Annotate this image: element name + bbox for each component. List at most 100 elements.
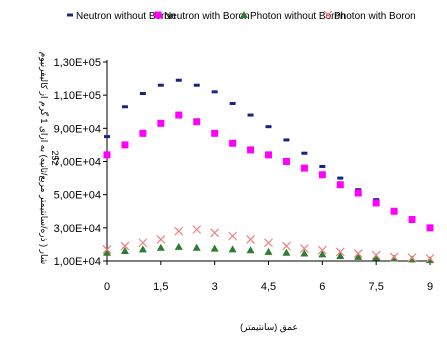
- data-point: [425, 254, 435, 263]
- y-tick-label: 1,30E+05: [54, 57, 101, 69]
- y-tick-label: 7,00E+04: [54, 157, 101, 169]
- legend-entry: Photon without Boron: [240, 11, 346, 22]
- legend-marker: [67, 13, 73, 17]
- data-point: [120, 247, 129, 255]
- data-point: [157, 119, 165, 127]
- x-axis-label: عمق (سانتیمتر): [240, 322, 298, 332]
- legend-marker: [240, 11, 248, 18]
- data-point: [300, 249, 309, 257]
- data-point: [138, 238, 148, 248]
- legend-label: Photon without Boron: [250, 11, 346, 22]
- data-point: [157, 83, 164, 87]
- data-point: [317, 245, 327, 255]
- x-tick-label: 0: [104, 281, 110, 293]
- data-point: [319, 164, 326, 168]
- data-point: [247, 146, 255, 154]
- y-tick-label: 5,00E+04: [54, 190, 101, 202]
- y-axis-label: شار ( ذره/سانتیمتر مربع/ثانیه) به ازای 1…: [39, 52, 60, 265]
- series: [103, 111, 434, 232]
- data-point: [229, 101, 236, 105]
- y-tick-labels: 1,00E+04 3,00E+04 5,00E+04 7,00E+04 9,00E+04…: [54, 57, 107, 268]
- data-point: [372, 253, 381, 261]
- data-point: [407, 253, 417, 263]
- data-point: [102, 244, 112, 254]
- data-point: [282, 248, 291, 256]
- data-point: [103, 248, 111, 256]
- data-point: [390, 254, 399, 262]
- data-point: [211, 90, 218, 94]
- data-point: [371, 250, 381, 260]
- data-point: [247, 113, 254, 117]
- data-point: [336, 252, 345, 260]
- data-point: [264, 247, 273, 255]
- data-point: [265, 151, 272, 159]
- data-point: [318, 250, 327, 258]
- data-point: [174, 226, 184, 236]
- data-point: [175, 111, 183, 119]
- data-point: [139, 92, 146, 96]
- y-tick-label: 3,00E+04: [54, 223, 101, 235]
- legend-entry: Neutron with Boron: [154, 11, 250, 22]
- data-point: [335, 247, 345, 257]
- x-tick-label: 1,5: [153, 281, 168, 293]
- data-point: [354, 189, 362, 197]
- data-point: [156, 235, 166, 244]
- data-point: [264, 238, 273, 248]
- data-point: [228, 231, 238, 241]
- legend-marker: [323, 10, 333, 20]
- legend-entry: Photon with Boron: [323, 10, 416, 22]
- data-point: [174, 242, 183, 250]
- data-point: [318, 171, 326, 179]
- data-point: [121, 105, 128, 109]
- data-point: [193, 83, 200, 87]
- x-tick-label: 4,5: [261, 281, 276, 293]
- x-tick-label: 7,5: [369, 281, 384, 293]
- y-tick-label: 1,10E+05: [54, 90, 101, 102]
- data-point: [353, 249, 363, 258]
- legend-entry: Neutron without Boron: [67, 11, 176, 22]
- data-point: [354, 252, 363, 260]
- data-point: [300, 164, 308, 172]
- y-tick-label: 1,00E+04: [54, 256, 101, 268]
- data-point: [156, 243, 165, 251]
- chart-axes: [106, 60, 430, 262]
- data-point: [389, 252, 399, 262]
- data-point: [138, 245, 147, 253]
- data-point: [337, 176, 344, 180]
- data-point: [426, 256, 434, 264]
- data-point: [210, 244, 219, 252]
- legend-label: Neutron with Boron: [164, 11, 250, 22]
- series: [103, 242, 434, 264]
- x-tick-label: 3: [212, 281, 218, 293]
- data-point: [139, 129, 147, 137]
- data-point: [390, 207, 398, 215]
- data-point: [426, 224, 434, 232]
- data-point: [229, 139, 237, 147]
- x-tick-label: 6: [319, 281, 325, 293]
- data-point: [192, 243, 201, 251]
- data-point: [408, 255, 417, 263]
- data-point: [175, 78, 182, 82]
- x-tick-label: 9: [427, 281, 433, 293]
- legend-marker: [154, 11, 162, 19]
- data-point: [210, 228, 220, 238]
- data-point: [372, 199, 380, 207]
- legend-label: Photon with Boron: [334, 11, 416, 22]
- data-point: [211, 129, 219, 137]
- data-point: [246, 235, 255, 244]
- data-point: [265, 125, 272, 129]
- series: [102, 225, 435, 263]
- data-point: [299, 244, 309, 253]
- data-point: [283, 138, 290, 142]
- data-point: [192, 225, 202, 234]
- y-axis-label-line: 252: [50, 150, 60, 165]
- data-point: [193, 118, 201, 126]
- data-point: [104, 135, 110, 139]
- data-point: [408, 216, 416, 224]
- data-points: [102, 78, 435, 264]
- data-point: [121, 141, 129, 149]
- data-point: [336, 181, 344, 189]
- data-point: [246, 246, 255, 254]
